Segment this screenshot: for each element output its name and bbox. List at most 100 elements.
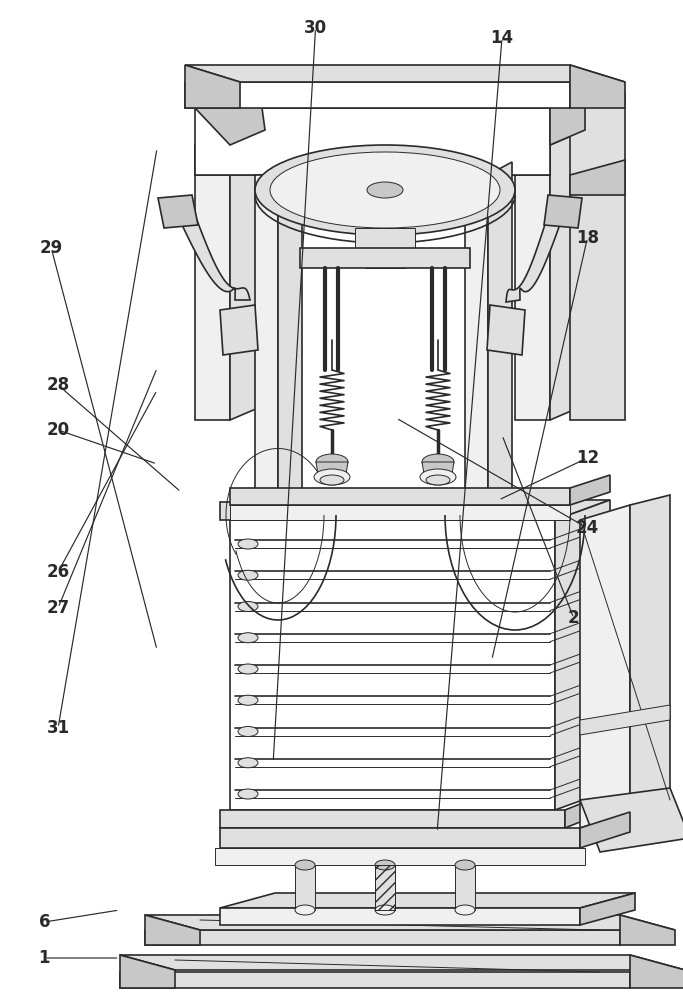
Polygon shape — [544, 195, 582, 228]
Polygon shape — [488, 162, 512, 505]
Polygon shape — [230, 505, 570, 520]
Ellipse shape — [314, 469, 350, 485]
Bar — [375, 865, 395, 910]
Text: 18: 18 — [576, 229, 599, 247]
Ellipse shape — [320, 475, 344, 485]
Text: 26: 26 — [46, 563, 70, 581]
Ellipse shape — [318, 463, 346, 477]
Ellipse shape — [238, 789, 258, 799]
Ellipse shape — [238, 633, 258, 643]
Polygon shape — [145, 915, 675, 930]
Polygon shape — [570, 65, 625, 108]
Polygon shape — [220, 893, 635, 908]
Ellipse shape — [420, 469, 456, 485]
Ellipse shape — [255, 145, 515, 235]
Ellipse shape — [367, 182, 403, 198]
Polygon shape — [220, 502, 565, 520]
Polygon shape — [630, 955, 683, 988]
Polygon shape — [630, 495, 670, 812]
Polygon shape — [580, 893, 635, 925]
Ellipse shape — [455, 905, 475, 915]
Polygon shape — [195, 108, 550, 175]
Polygon shape — [255, 175, 278, 505]
Polygon shape — [580, 705, 670, 735]
Ellipse shape — [422, 454, 454, 470]
Polygon shape — [145, 915, 200, 945]
Polygon shape — [230, 520, 555, 810]
Polygon shape — [195, 145, 550, 175]
Text: 2: 2 — [568, 609, 580, 627]
Ellipse shape — [238, 570, 258, 580]
Polygon shape — [375, 865, 395, 910]
Polygon shape — [120, 955, 683, 970]
Text: 29: 29 — [40, 239, 63, 257]
Polygon shape — [570, 93, 625, 420]
Ellipse shape — [295, 905, 315, 915]
Polygon shape — [185, 65, 240, 108]
Polygon shape — [487, 305, 525, 355]
Polygon shape — [316, 462, 348, 474]
Polygon shape — [278, 162, 302, 505]
Polygon shape — [365, 248, 405, 268]
Polygon shape — [185, 82, 570, 108]
Polygon shape — [422, 462, 454, 474]
Text: 14: 14 — [490, 29, 514, 47]
Text: 24: 24 — [576, 519, 599, 537]
Polygon shape — [506, 210, 565, 302]
Polygon shape — [620, 915, 675, 945]
Polygon shape — [550, 130, 585, 420]
Polygon shape — [195, 93, 265, 145]
Polygon shape — [220, 908, 580, 925]
Polygon shape — [230, 130, 265, 420]
Ellipse shape — [238, 601, 258, 611]
Ellipse shape — [455, 860, 475, 870]
Polygon shape — [465, 175, 488, 505]
Text: 28: 28 — [46, 376, 70, 394]
Text: 30: 30 — [304, 19, 327, 37]
Polygon shape — [295, 865, 315, 910]
Text: 6: 6 — [39, 913, 50, 931]
Polygon shape — [570, 475, 610, 505]
Polygon shape — [455, 865, 475, 910]
Polygon shape — [550, 93, 585, 145]
Text: 1: 1 — [39, 949, 50, 967]
Ellipse shape — [375, 905, 395, 915]
Polygon shape — [230, 500, 610, 520]
Polygon shape — [220, 828, 580, 848]
Polygon shape — [145, 930, 620, 945]
Polygon shape — [300, 248, 470, 268]
Text: 12: 12 — [576, 449, 599, 467]
Polygon shape — [185, 65, 625, 82]
Polygon shape — [158, 195, 198, 228]
Ellipse shape — [424, 463, 452, 477]
Polygon shape — [175, 210, 250, 300]
Polygon shape — [195, 145, 230, 420]
Ellipse shape — [238, 664, 258, 674]
Ellipse shape — [238, 539, 258, 549]
Ellipse shape — [316, 454, 348, 470]
Ellipse shape — [270, 152, 500, 228]
Polygon shape — [580, 505, 630, 828]
Ellipse shape — [238, 758, 258, 768]
Polygon shape — [570, 160, 625, 195]
Polygon shape — [515, 145, 550, 420]
Polygon shape — [580, 788, 683, 852]
Ellipse shape — [238, 726, 258, 736]
Polygon shape — [565, 790, 615, 828]
Polygon shape — [120, 972, 630, 988]
Polygon shape — [230, 488, 570, 505]
Polygon shape — [355, 228, 415, 248]
Polygon shape — [215, 848, 585, 865]
Ellipse shape — [295, 860, 315, 870]
Polygon shape — [580, 812, 630, 848]
Text: 20: 20 — [46, 421, 70, 439]
Text: 27: 27 — [46, 599, 70, 617]
Ellipse shape — [375, 860, 395, 870]
Polygon shape — [195, 93, 585, 108]
Polygon shape — [120, 955, 175, 988]
Ellipse shape — [238, 695, 258, 705]
Polygon shape — [220, 810, 565, 828]
Ellipse shape — [426, 475, 450, 485]
Text: 31: 31 — [46, 719, 70, 737]
Polygon shape — [220, 305, 258, 355]
